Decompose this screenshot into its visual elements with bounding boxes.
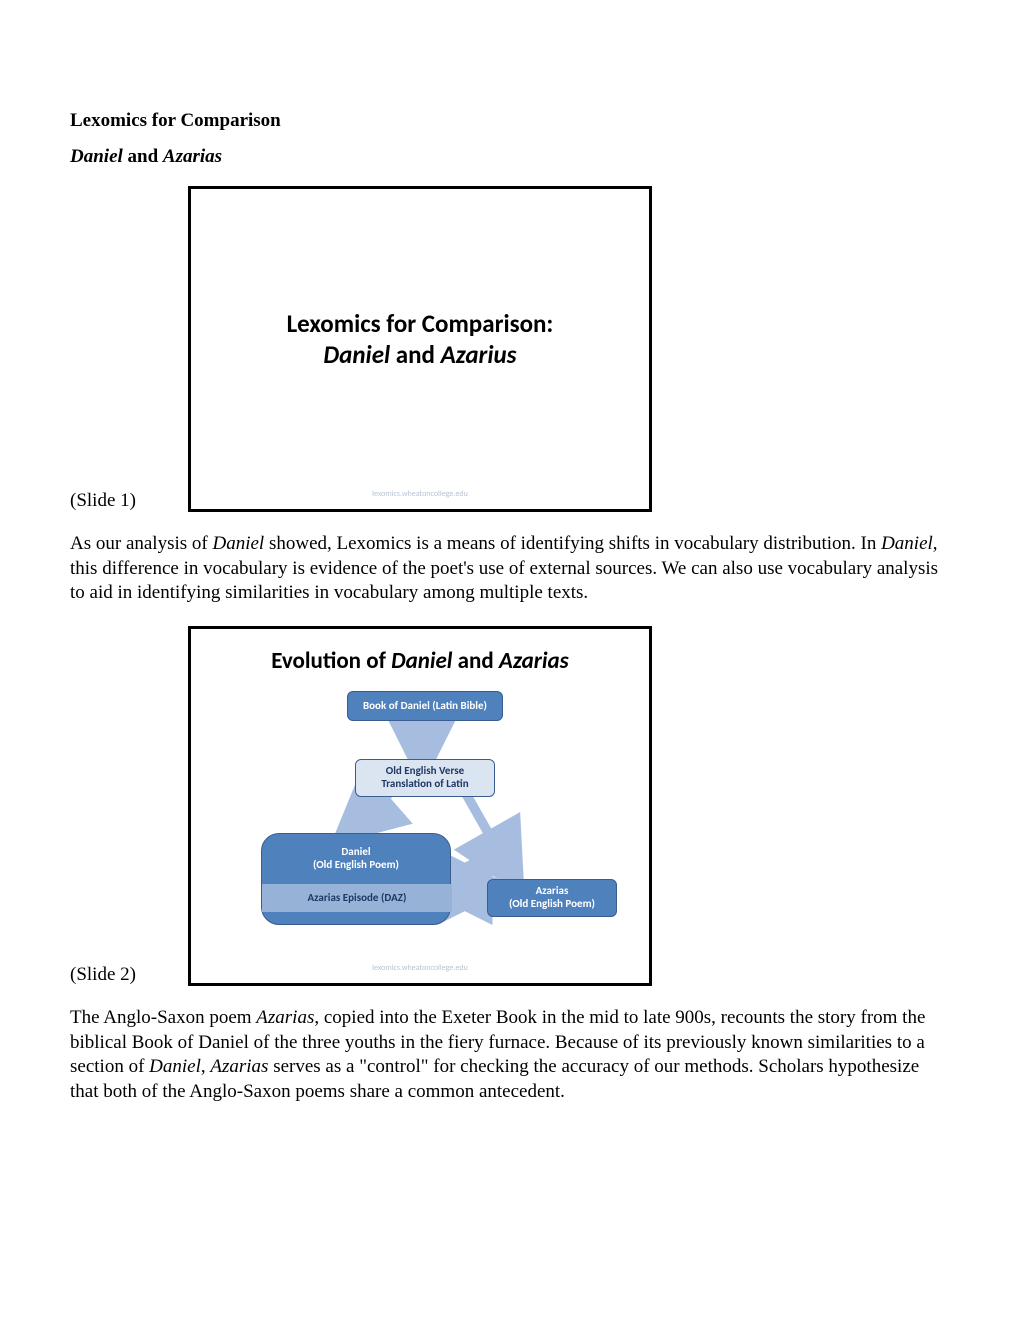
- slide-2-title-azarias: Azarias: [499, 647, 569, 675]
- slide-2-title-and: and: [452, 647, 498, 675]
- slide-1-title-daniel: Daniel: [323, 339, 390, 370]
- heading-and: and: [123, 146, 163, 167]
- p1-seg-c: showed, Lexomics is a means of identifyi…: [264, 533, 881, 554]
- slide-1-title-azarius: Azarius: [441, 339, 517, 370]
- slide-1-title-and: and: [390, 339, 440, 370]
- p1-italic-daniel-2: Daniel: [881, 533, 933, 554]
- flow-node-oe-translation: Old English VerseTranslation of Latin: [355, 759, 495, 797]
- slide-2-title: Evolution of Daniel and Azarias: [191, 647, 649, 675]
- slide-2-footer: lexomics.wheatoncollege.edu: [191, 963, 649, 973]
- flow-node-daniel-episode-band: Azarias Episode (DAZ): [262, 884, 452, 912]
- flowchart-area: Book of Daniel (Latin Bible) Old English…: [191, 679, 649, 965]
- p1-italic-daniel-1: Daniel: [212, 533, 264, 554]
- slide-2-title-daniel: Daniel: [391, 647, 452, 675]
- p2-italic-azarias-2: Azarias: [210, 1056, 268, 1077]
- page-heading-1: Lexomics for Comparison: [70, 110, 950, 132]
- slide-2-row: (Slide 2) Evolution of Daniel and Azaria…: [70, 626, 950, 986]
- p2-seg-e: ,: [201, 1056, 211, 1077]
- slide-1-footer: lexomics.wheatoncollege.edu: [191, 489, 649, 499]
- slide-2-box: Evolution of Daniel and Azarias: [188, 626, 652, 986]
- slide-1-box: Lexomics for Comparison: Daniel and Azar…: [188, 186, 652, 512]
- flow-node-azarias: Azarias(Old English Poem): [487, 879, 617, 917]
- slide-1-label: (Slide 1): [70, 490, 136, 512]
- flow-node-daniel: Daniel(Old English Poem) Azarias Episode…: [261, 833, 451, 925]
- p1-seg-a: As our analysis of: [70, 533, 212, 554]
- slide-1-title: Lexomics for Comparison: Daniel and Azar…: [287, 308, 554, 371]
- p2-italic-azarias-1: Azarias: [256, 1007, 314, 1028]
- flow-node-daniel-label: Daniel(Old English Poem): [313, 846, 399, 871]
- heading-italic-daniel: Daniel: [70, 146, 123, 167]
- flow-node-latin: Book of Daniel (Latin Bible): [347, 691, 503, 721]
- slide-2-label: (Slide 2): [70, 964, 136, 986]
- page-heading-2: Daniel and Azarias: [70, 146, 950, 168]
- slide-1-title-line1: Lexomics for Comparison:: [287, 308, 554, 339]
- slide-2-title-pre: Evolution of: [271, 647, 391, 675]
- p2-seg-a: The Anglo-Saxon poem: [70, 1007, 256, 1028]
- p2-italic-daniel: Daniel: [149, 1056, 201, 1077]
- slide-1-row: (Slide 1) Lexomics for Comparison: Danie…: [70, 186, 950, 512]
- heading-italic-azarias: Azarias: [163, 146, 222, 167]
- paragraph-1: As our analysis of Daniel showed, Lexomi…: [70, 532, 950, 606]
- paragraph-2: The Anglo-Saxon poem Azarias, copied int…: [70, 1006, 950, 1105]
